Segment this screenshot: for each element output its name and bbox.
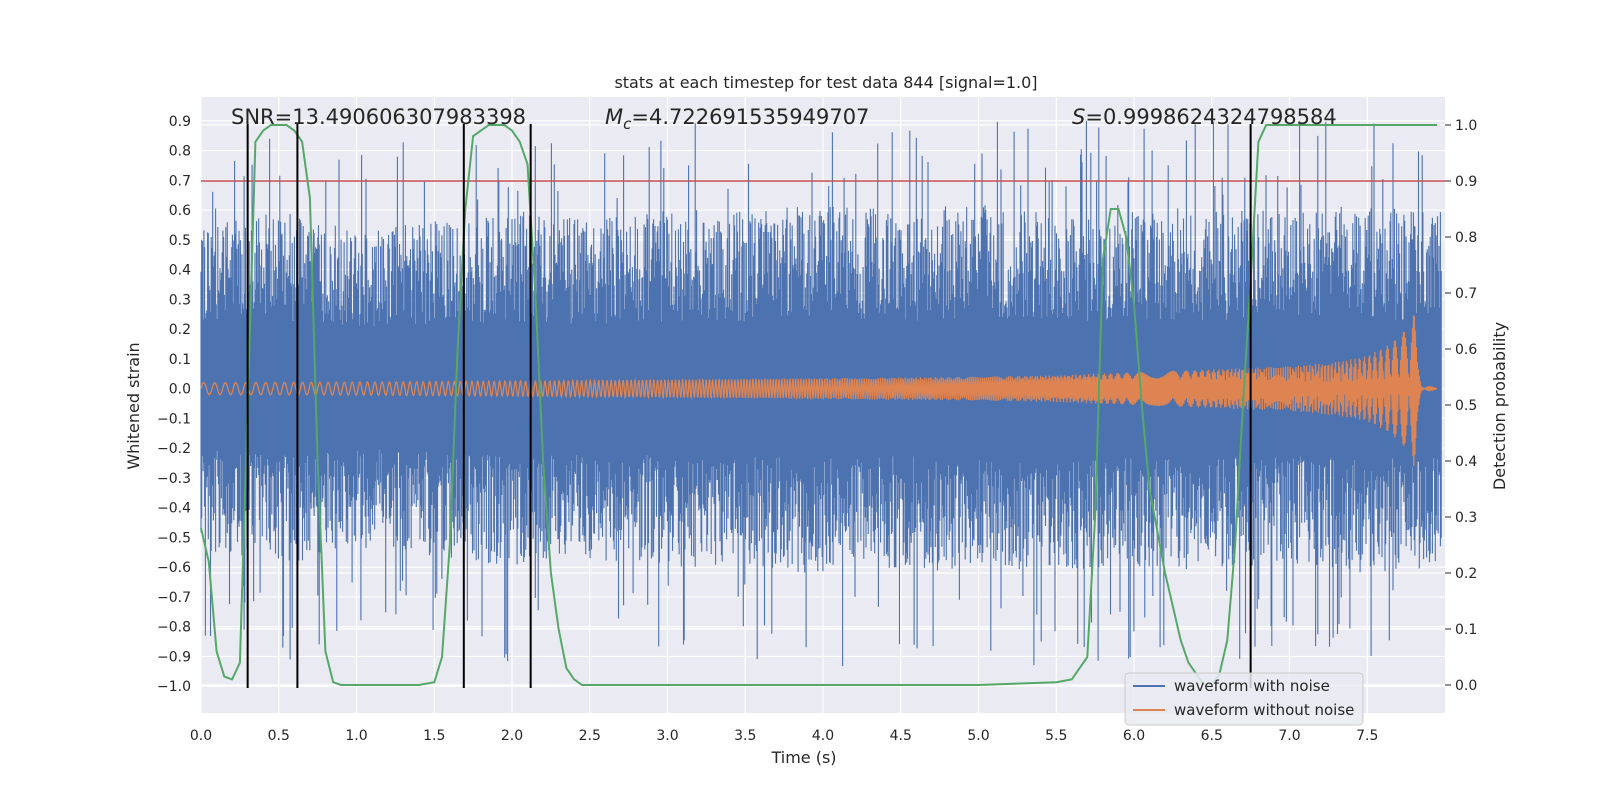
y2-axis-ticks: 1.0 0.9 0.8 0.7 0.6 0.5 0.4 0.3 0.2 0.1 0.0: [1445, 118, 1477, 694]
score-value: =0.9998624324798584: [1085, 105, 1336, 129]
x-tick-label: 0.0: [190, 728, 212, 744]
legend-label-clean: waveform without noise: [1174, 701, 1354, 719]
x-tick-label: 4.5: [890, 728, 912, 744]
series-waveform-with-noise: [200, 120, 1442, 667]
x-tick-label: 3.5: [734, 728, 756, 744]
y-tick-label: −0.4: [157, 501, 191, 517]
x-axis-label: Time (s): [770, 748, 836, 767]
x-tick-label: 6.0: [1123, 728, 1145, 744]
vertical-marker-lines: [246, 124, 1252, 688]
x-tick-label: 1.5: [423, 728, 445, 744]
chirp-mass-subscript: c: [623, 115, 632, 133]
y-tick-label: −0.1: [157, 411, 191, 427]
x-tick-label: 2.0: [501, 728, 523, 744]
chirp-mass-annotation: Mc=4.722691535949707: [605, 105, 869, 133]
chirp-mass-symbol: M: [605, 105, 623, 129]
x-tick-label: 1.0: [345, 728, 367, 744]
legend-label-noise: waveform with noise: [1174, 677, 1330, 695]
y-tick-label: 0.8: [169, 144, 191, 160]
legend: waveform with noise waveform without noi…: [1124, 672, 1364, 726]
x-tick-label: 5.5: [1045, 728, 1067, 744]
y-tick-label: 0.4: [169, 263, 191, 279]
y-tick-label: 0.1: [169, 352, 191, 368]
x-tick-label: 4.0: [812, 728, 834, 744]
y-tick-label: 0.6: [169, 203, 191, 219]
y2-tick-label: 0.0: [1455, 678, 1477, 694]
y-tick-label: 0.7: [169, 173, 191, 189]
x-axis-ticks: 0.0 0.5 1.0 1.5 2.0 2.5 3.0 3.5 4.0 4.5 5.0 5.5 6.0 6…: [190, 728, 1379, 744]
snr-annotation: SNR=13.490606307983398: [231, 105, 526, 129]
x-tick-label: 0.5: [268, 728, 290, 744]
y2-tick-label: 0.5: [1455, 398, 1477, 414]
y-axis-label: Whitened strain: [124, 342, 143, 469]
y-axis-ticks: 0.9 0.8 0.7 0.6 0.5 0.4 0.3 0.2 0.1 0.0 −0.1 −0.2 −0…: [157, 114, 191, 695]
y-tick-label: −0.8: [157, 620, 191, 636]
clean-waveform-path: [200, 315, 1438, 467]
y-tick-label: 0.9: [169, 114, 191, 130]
y2-tick-label: 0.2: [1455, 566, 1477, 582]
y2-tick-label: 1.0: [1455, 118, 1477, 134]
y-tick-label: 0.0: [169, 382, 191, 398]
x-tick-label: 7.5: [1356, 728, 1378, 744]
y2-tick-label: 0.7: [1455, 286, 1477, 302]
series-waveform-without-noise: [200, 315, 1438, 467]
y-tick-label: −1.0: [157, 679, 191, 695]
y-tick-label: 0.5: [169, 233, 191, 249]
y-tick-label: 0.2: [169, 322, 191, 338]
chirp-mass-value: =4.722691535949707: [631, 105, 869, 129]
x-tick-label: 5.0: [967, 728, 989, 744]
y-tick-label: −0.2: [157, 441, 191, 457]
y2-tick-label: 0.8: [1455, 230, 1477, 246]
x-tick-label: 7.0: [1278, 728, 1300, 744]
y-tick-label: 0.3: [169, 292, 191, 308]
y2-tick-label: 0.6: [1455, 342, 1477, 358]
score-annotation: S=0.9998624324798584: [1072, 105, 1337, 129]
y2-tick-label: 0.4: [1455, 454, 1477, 470]
chart-title: stats at each timestep for test data 844…: [614, 73, 1037, 92]
legend-box: [1124, 672, 1364, 726]
y-tick-label: −0.9: [157, 649, 191, 665]
y-tick-label: −0.5: [157, 530, 191, 546]
y-tick-label: −0.7: [157, 590, 191, 606]
x-tick-label: 6.5: [1201, 728, 1223, 744]
score-symbol: S: [1072, 105, 1085, 129]
noise-waveform-path: [200, 120, 1442, 667]
y2-tick-label: 0.1: [1455, 622, 1477, 638]
y-tick-label: −0.3: [157, 471, 191, 487]
y-tick-label: −0.6: [157, 560, 191, 576]
y2-tick-label: 0.9: [1455, 174, 1477, 190]
y2-tick-label: 0.3: [1455, 510, 1477, 526]
y2-axis-label: Detection probability: [1490, 322, 1509, 490]
x-tick-label: 3.0: [656, 728, 678, 744]
x-tick-label: 2.5: [579, 728, 601, 744]
